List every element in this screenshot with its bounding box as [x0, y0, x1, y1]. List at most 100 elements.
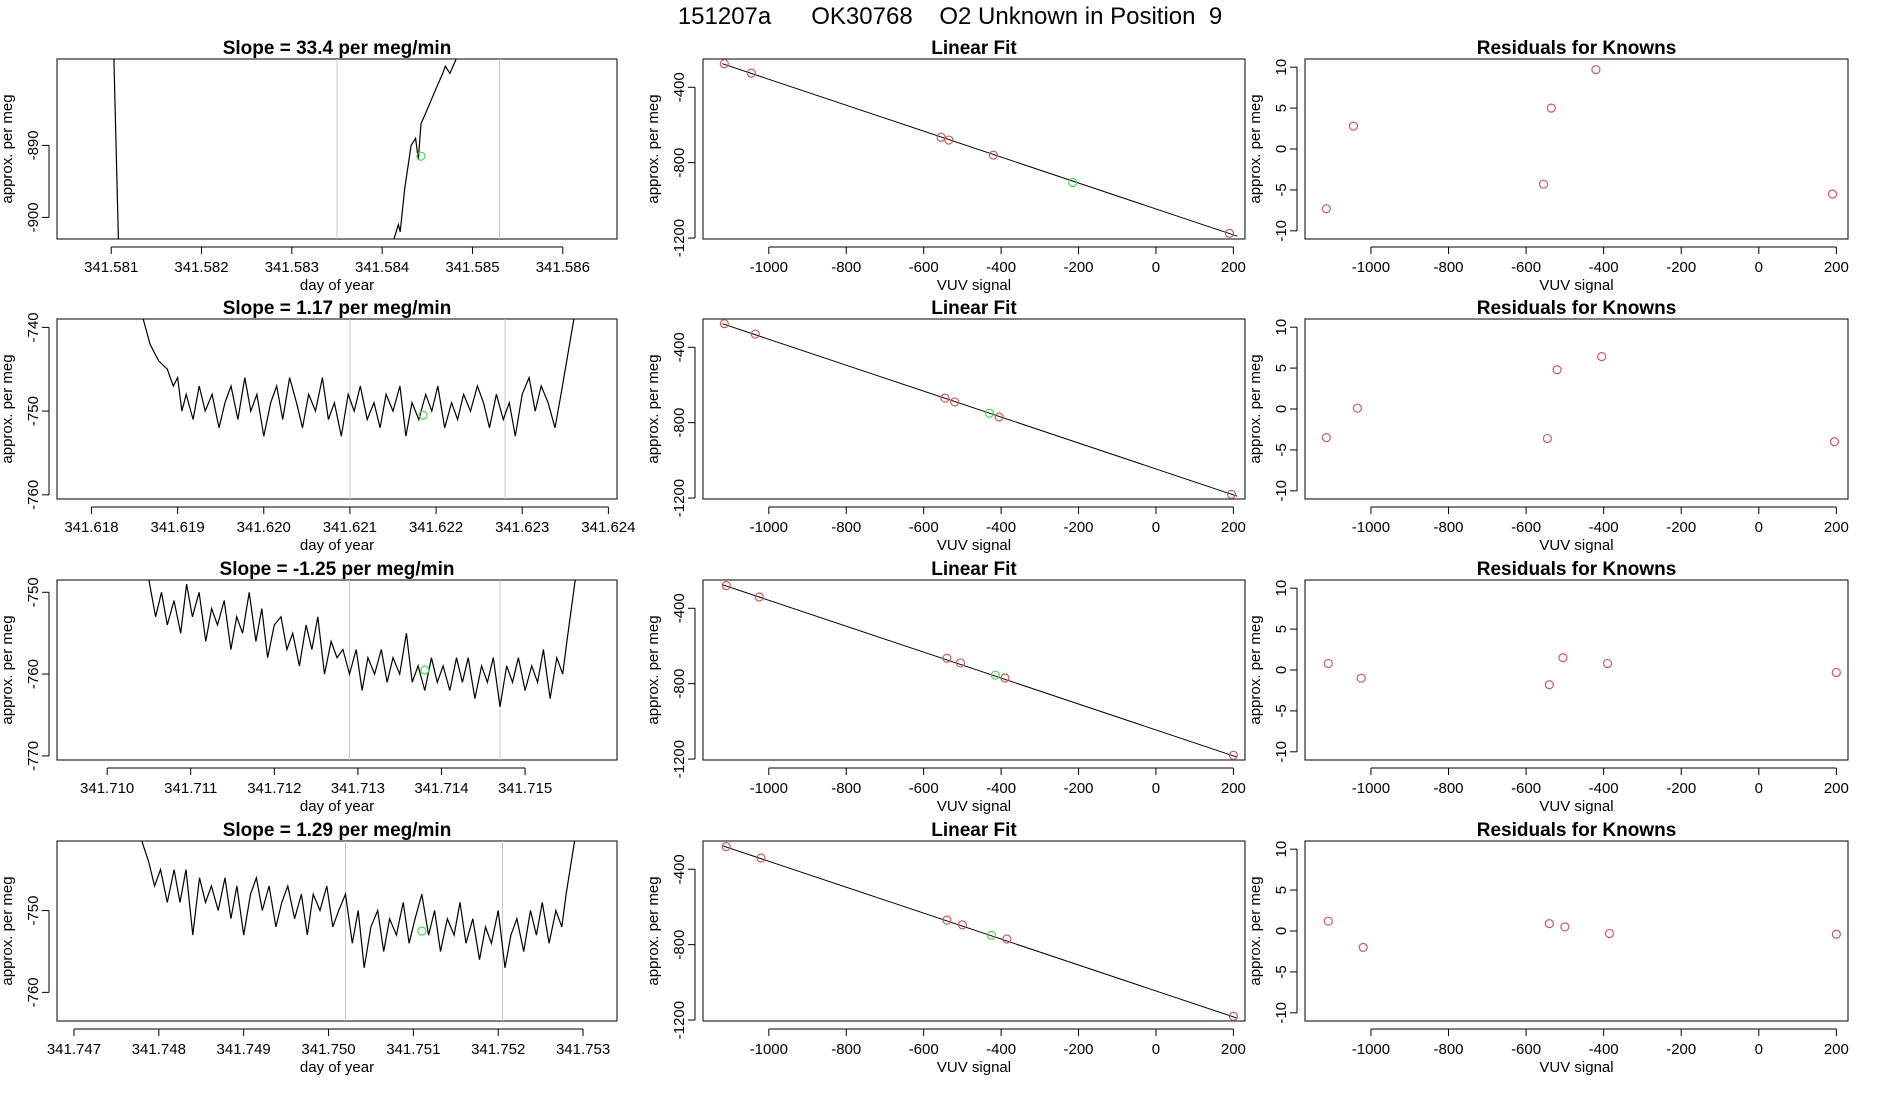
y-tick-label: -800 [671, 408, 688, 438]
unknown-point [984, 408, 995, 418]
known-point [940, 393, 950, 403]
residual-point [1538, 179, 1549, 189]
fit-line [722, 584, 1238, 758]
known-point [950, 397, 960, 407]
residual-point [1591, 65, 1601, 75]
x-tick-label: -400 [986, 259, 1016, 276]
y-axis-label: approx. per meg [645, 876, 662, 985]
known-point [955, 658, 966, 668]
y-tick-label: -900 [25, 202, 42, 232]
residual-point [1348, 121, 1359, 131]
y-tick-label: -750 [25, 896, 42, 926]
x-axis-label: VUV signal [937, 277, 1011, 294]
known-point [756, 853, 766, 863]
plot-frame [702, 579, 1246, 761]
x-tick-label: 200 [1824, 1041, 1849, 1058]
x-axis-label: day of year [300, 1059, 374, 1076]
y-tick-label: 10 [1273, 319, 1290, 336]
y-tick-label: -1200 [671, 219, 688, 257]
data-layer [113, 59, 501, 239]
y-tick-label: -770 [25, 741, 42, 771]
residual-point [1829, 437, 1840, 447]
x-tick-label: -1000 [1352, 519, 1390, 536]
panel-time-series-row2: Slope = 1.17 per meg/min 341.618 341.619 34… [0, 298, 636, 554]
x-tick-label: -200 [1064, 1041, 1094, 1058]
known-point [1228, 750, 1238, 760]
x-axis-label: VUV signal [937, 1059, 1011, 1076]
data-layer [719, 59, 1238, 238]
panel-time-series-row3: Slope = -1.25 per meg/min 341.710 341.711 3… [0, 559, 618, 815]
y-axis-label: approx. per meg [1247, 876, 1264, 985]
plot-frame [1304, 579, 1849, 761]
known-point [1000, 673, 1010, 683]
x-tick-label: 341.584 [355, 259, 409, 276]
x-tick-label: -800 [831, 780, 861, 797]
panel-title: Residuals for Knowns [1477, 298, 1677, 319]
residual-point [1552, 365, 1562, 375]
y-axis-label: approx. per meg [0, 615, 16, 724]
x-tick-label: 200 [1221, 780, 1246, 797]
y-tick-label: 0 [1273, 145, 1290, 153]
y-tick-label: -1200 [671, 1001, 688, 1039]
known-point [719, 59, 729, 69]
y-tick-label: -760 [25, 659, 42, 689]
panel-title: Slope = -1.25 per meg/min [220, 559, 455, 580]
y-tick-label: -1200 [671, 740, 688, 778]
y-axis-label: approx. per meg [1247, 94, 1264, 203]
x-tick-label: -200 [1666, 519, 1696, 536]
y-tick-label: -5 [1273, 443, 1290, 456]
y-axis-label: approx. per meg [0, 94, 16, 203]
x-tick-label: 341.712 [247, 780, 301, 797]
x-tick-label: -400 [1589, 780, 1619, 797]
x-tick-label: 0 [1755, 519, 1763, 536]
y-tick-label: 5 [1273, 625, 1290, 633]
x-tick-label: 0 [1152, 259, 1160, 276]
panel-linear-fit-row1: Linear Fit -1000 -800 -600 -400 -200 0 200 VUV s… [645, 38, 1246, 294]
unknown-point [990, 670, 1000, 680]
x-tick-label: 341.714 [414, 780, 468, 797]
x-tick-label: 341.624 [581, 519, 635, 536]
panel-title: Linear Fit [931, 38, 1017, 59]
y-tick-label: 5 [1273, 364, 1290, 372]
residual-point [1602, 658, 1613, 669]
x-tick-label: -400 [986, 519, 1016, 536]
y-axis-label: approx. per meg [645, 615, 662, 724]
y-tick-label: 10 [1273, 580, 1290, 597]
series-line [148, 580, 576, 707]
y-tick-label: -10 [1273, 220, 1290, 242]
x-tick-label: 341.748 [132, 1041, 186, 1058]
x-tick-label: 341.618 [64, 519, 118, 536]
residual-point [1323, 658, 1333, 669]
residual-point [1544, 680, 1554, 690]
known-point [988, 150, 998, 160]
panel-title: Slope = 1.29 per meg/min [223, 820, 452, 841]
x-tick-label: -800 [831, 1041, 861, 1058]
data-layer [719, 319, 1238, 499]
series-line [142, 319, 575, 437]
x-tick-label: -200 [1064, 259, 1094, 276]
x-tick-label: -800 [1433, 519, 1463, 536]
panel-residuals-row3: Residuals for Knowns-1000 -800 -600 -400 -20… [1247, 559, 1849, 815]
x-tick-label: -200 [1064, 519, 1094, 536]
residual-point [1560, 922, 1570, 932]
fit-line [722, 63, 1238, 237]
known-point [1228, 1011, 1238, 1021]
y-tick-label: -750 [25, 577, 42, 607]
data-layer [721, 581, 1238, 760]
x-tick-label: 341.749 [217, 1041, 271, 1058]
x-tick-label: 0 [1152, 519, 1160, 536]
x-tick-label: -1000 [750, 519, 788, 536]
x-tick-label: -200 [1064, 780, 1094, 797]
x-tick-label: 341.623 [495, 519, 549, 536]
x-tick-label: -1000 [1352, 1041, 1390, 1058]
fit-line [722, 845, 1238, 1019]
panel-title: Linear Fit [931, 559, 1017, 580]
residual-point [1831, 929, 1841, 939]
x-tick-label: 341.751 [386, 1041, 440, 1058]
x-axis-label: VUV signal [937, 537, 1011, 554]
plot-frame [56, 840, 618, 1022]
y-tick-label: -800 [671, 669, 688, 699]
known-point [942, 653, 952, 663]
plot-frame [1304, 58, 1849, 240]
